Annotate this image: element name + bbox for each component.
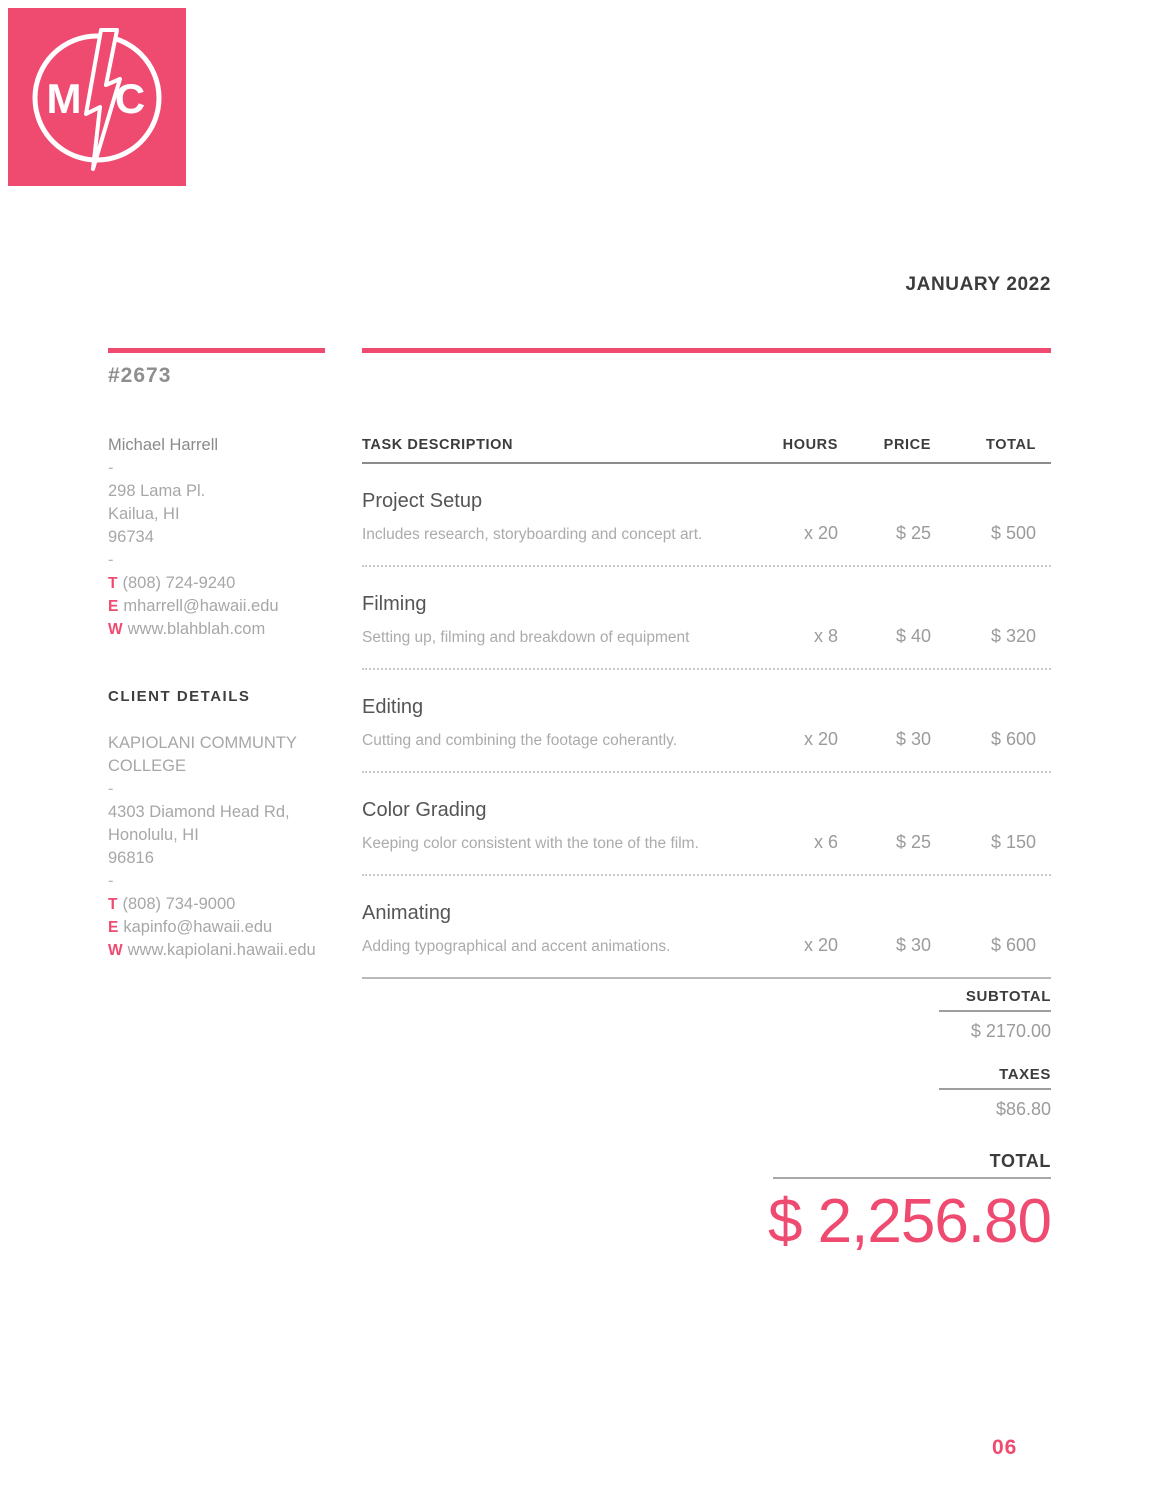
- task-hours: x 20: [803, 935, 838, 955]
- task-total: $ 150: [990, 832, 1036, 852]
- separator-dash: -: [108, 459, 114, 477]
- totals-section: SUBTOTAL $ 2170.00 TAXES $86.80 TOTAL $ …: [700, 988, 1052, 1256]
- taxes-label: TAXES: [999, 1066, 1051, 1083]
- client-details-heading: CLIENT DETAILS: [108, 688, 251, 705]
- page-number: 06: [992, 1436, 1018, 1459]
- separator-dash: -: [108, 780, 114, 798]
- sender-name: Michael Harrell: [108, 436, 219, 454]
- task-title: Color Grading: [362, 799, 487, 821]
- taxes-rule: [939, 1088, 1051, 1090]
- company-logo: M C: [8, 8, 186, 186]
- sender-details: Michael Harrell - 298 Lama Pl. Kailua, H…: [108, 434, 358, 641]
- client-name-line: KAPIOLANI COMMUNTY: [108, 734, 297, 752]
- invoice-date: JANUARY 2022: [905, 274, 1051, 295]
- task-price: $ 40: [895, 626, 931, 646]
- header-total: TOTAL: [986, 437, 1036, 453]
- task-description: Keeping color consistent with the tone o…: [362, 835, 699, 852]
- task-description: Adding typographical and accent animatio…: [362, 938, 671, 955]
- lightning-bolt-icon: [84, 28, 122, 171]
- grand-total-value: $ 2,256.80: [767, 1187, 1052, 1256]
- client-address-line: 96816: [108, 849, 154, 867]
- invoice-number: #2673: [108, 364, 172, 387]
- task-description: Setting up, filming and breakdown of equ…: [362, 629, 690, 646]
- sender-address-line: Kailua, HI: [108, 505, 180, 523]
- mc-bolt-logo-icon: M C: [8, 8, 186, 186]
- task-total: $ 600: [990, 729, 1036, 749]
- task-row: Color Grading Keeping color consistent w…: [362, 773, 1051, 876]
- taxes-value: $86.80: [995, 1099, 1051, 1119]
- header-hours: HOURS: [782, 437, 838, 453]
- website-label: W: [108, 942, 123, 959]
- grand-total-rule: [773, 1177, 1051, 1179]
- phone-label: T: [108, 896, 118, 913]
- grand-total-block: TOTAL $ 2,256.80: [700, 1151, 1052, 1256]
- sender-address-line: 96734: [108, 528, 154, 546]
- task-price: $ 30: [895, 935, 931, 955]
- accent-rule-right: [362, 348, 1051, 353]
- website-value: www.blahblah.com: [127, 620, 266, 638]
- website-value: www.kapiolani.hawaii.edu: [127, 941, 316, 959]
- client-name-line: COLLEGE: [108, 757, 186, 775]
- phone-value: (808) 734-9000: [122, 895, 236, 913]
- task-hours: x 8: [813, 626, 838, 646]
- separator-dash: -: [108, 872, 114, 890]
- accent-rule-left: [108, 348, 325, 353]
- email-value: kapinfo@hawaii.edu: [123, 918, 273, 936]
- client-phone: T (808) 734-9000: [108, 893, 358, 916]
- subtotal-block: SUBTOTAL $ 2170.00: [700, 988, 1051, 1042]
- separator-dash: -: [108, 551, 114, 569]
- task-description: Cutting and combining the footage cohera…: [362, 732, 678, 749]
- taxes-block: TAXES $86.80: [700, 1066, 1051, 1120]
- table-header-row: TASK DESCRIPTION HOURS PRICE TOTAL: [362, 437, 1051, 464]
- phone-value: (808) 724-9240: [122, 574, 236, 592]
- website-label: W: [108, 621, 123, 638]
- task-title: Animating: [362, 902, 451, 924]
- subtotal-rule: [939, 1010, 1051, 1012]
- sender-phone: T (808) 724-9240: [108, 572, 358, 595]
- task-total: $ 320: [990, 626, 1036, 646]
- client-details: KAPIOLANI COMMUNTY COLLEGE - 4303 Diamon…: [108, 732, 358, 962]
- task-title: Filming: [362, 593, 427, 615]
- client-address-line: Honolulu, HI: [108, 826, 199, 844]
- task-hours: x 6: [813, 832, 838, 852]
- task-row: Editing Cutting and combining the footag…: [362, 670, 1051, 773]
- task-hours: x 20: [803, 729, 838, 749]
- sender-address-line: 298 Lama Pl.: [108, 482, 206, 500]
- task-price: $ 25: [895, 832, 931, 852]
- subtotal-value: $ 2170.00: [970, 1021, 1051, 1041]
- task-title: Editing: [362, 696, 424, 718]
- task-row: Project Setup Includes research, storybo…: [362, 464, 1051, 567]
- client-address-line: 4303 Diamond Head Rd,: [108, 803, 290, 821]
- task-price: $ 25: [895, 523, 931, 543]
- phone-label: T: [108, 575, 118, 592]
- email-value: mharrell@hawaii.edu: [123, 597, 279, 615]
- task-price: $ 30: [895, 729, 931, 749]
- task-total: $ 600: [990, 935, 1036, 955]
- header-price: PRICE: [883, 437, 931, 453]
- grand-total-label: TOTAL: [989, 1151, 1051, 1171]
- task-total: $ 500: [990, 523, 1036, 543]
- task-row: Filming Setting up, filming and breakdow…: [362, 567, 1051, 670]
- subtotal-label: SUBTOTAL: [965, 988, 1051, 1005]
- email-label: E: [108, 919, 119, 936]
- logo-letter-m: M: [47, 75, 82, 122]
- task-table: TASK DESCRIPTION HOURS PRICE TOTAL Proje…: [362, 437, 1051, 979]
- header-task-description: TASK DESCRIPTION: [362, 437, 514, 453]
- task-title: Project Setup: [362, 490, 483, 512]
- task-description: Includes research, storyboarding and con…: [362, 526, 703, 543]
- task-row: Animating Adding typographical and accen…: [362, 876, 1051, 979]
- task-hours: x 20: [803, 523, 838, 543]
- email-label: E: [108, 598, 119, 615]
